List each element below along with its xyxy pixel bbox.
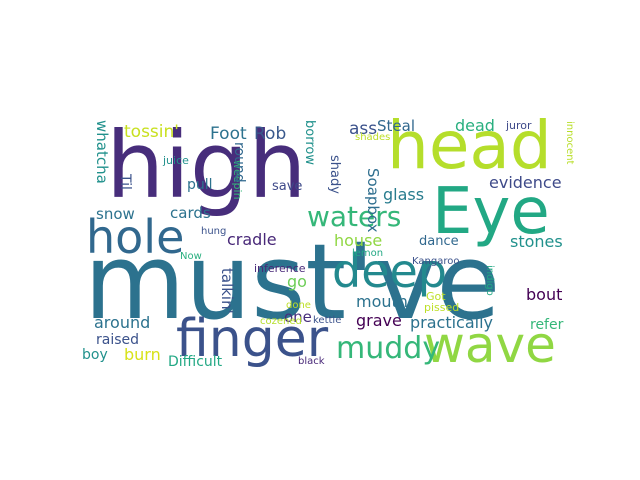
- word-inference: inference: [254, 262, 306, 275]
- word-tossin: tossin': [124, 122, 179, 142]
- word-ass: ass: [349, 119, 377, 139]
- word-glass: glass: [383, 185, 424, 204]
- word-talkin: talkin': [218, 268, 236, 314]
- word-innocent: innocent: [564, 121, 575, 165]
- word-done: done: [286, 300, 311, 311]
- word-house: house: [334, 231, 382, 250]
- word-got: Got: [426, 290, 446, 303]
- word-pissed: pissed: [424, 301, 459, 314]
- word-high: high: [106, 112, 307, 219]
- word-raised: raised: [96, 332, 139, 348]
- word-evidence: evidence: [489, 173, 562, 192]
- word-indigo: indigo: [484, 265, 495, 296]
- word-deep: deep: [332, 244, 447, 298]
- word-weepin: weepin: [231, 160, 244, 200]
- word-juror: juror: [505, 119, 532, 132]
- word-cozened: cozened: [260, 316, 302, 327]
- word-hole: hole: [86, 210, 184, 264]
- word-juice: juice: [162, 154, 189, 167]
- word-grave: grave: [356, 311, 402, 330]
- word-snow: snow: [96, 205, 135, 223]
- word-muddy: muddy: [336, 331, 440, 366]
- word-borrow: borrow: [302, 120, 317, 165]
- word-pull: pull: [187, 177, 213, 193]
- word-go: go: [287, 272, 307, 291]
- word-save: save: [272, 179, 302, 194]
- word-til: Til: [117, 173, 133, 190]
- word-steal: Steal: [377, 117, 415, 135]
- word-practically: practically: [410, 313, 493, 332]
- word-soapbox: Soapbox: [364, 168, 382, 233]
- word-round: round: [231, 142, 247, 183]
- word-boy: boy: [82, 347, 108, 363]
- word-head: head: [387, 107, 552, 184]
- word-rob: Rob: [254, 124, 286, 144]
- word-must-ve: must've: [84, 221, 500, 343]
- word-finger: finger: [176, 309, 329, 369]
- word-shades: shades: [355, 132, 390, 143]
- word-kangaroo: Kangaroo: [412, 256, 459, 267]
- word-now: Now: [180, 251, 202, 262]
- word-cards: cards: [170, 204, 211, 222]
- word-dance: dance: [419, 234, 459, 249]
- word-mouth: mouth: [356, 292, 408, 311]
- word-whatcha: whatcha: [93, 120, 111, 184]
- word-bout: bout: [526, 285, 562, 304]
- word-hung: hung: [201, 226, 226, 237]
- word-difficult: Difficult: [168, 354, 223, 370]
- word-black: black: [298, 356, 325, 367]
- word-foot: Foot: [210, 124, 247, 144]
- word-burn: burn: [124, 345, 161, 364]
- word-one: one: [284, 308, 312, 326]
- word-cradle: cradle: [227, 230, 277, 249]
- word-dead: dead: [455, 116, 495, 135]
- word-refer: refer: [530, 317, 564, 333]
- word-kettle: kettle: [313, 315, 341, 326]
- word-around: around: [94, 313, 150, 332]
- word-lemon: lemon: [352, 248, 383, 259]
- word-eye: Eye: [432, 175, 550, 249]
- word-wave: wave: [424, 316, 556, 374]
- word-stones: stones: [510, 232, 563, 251]
- word-shady: shady: [327, 155, 342, 194]
- word-waters: waters: [307, 200, 401, 233]
